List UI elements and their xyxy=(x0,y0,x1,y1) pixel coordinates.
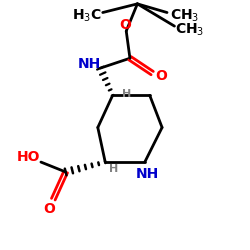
Text: O: O xyxy=(155,68,167,82)
Text: O: O xyxy=(44,202,56,216)
Text: CH$_3$: CH$_3$ xyxy=(170,8,199,24)
Text: NH: NH xyxy=(136,168,159,181)
Text: NH: NH xyxy=(78,58,101,71)
Text: CH$_3$: CH$_3$ xyxy=(174,22,204,38)
Text: H: H xyxy=(122,89,131,99)
Text: HO: HO xyxy=(17,150,40,164)
Text: O: O xyxy=(119,18,131,32)
Text: H: H xyxy=(109,164,118,174)
Text: H$_3$C: H$_3$C xyxy=(72,8,102,24)
